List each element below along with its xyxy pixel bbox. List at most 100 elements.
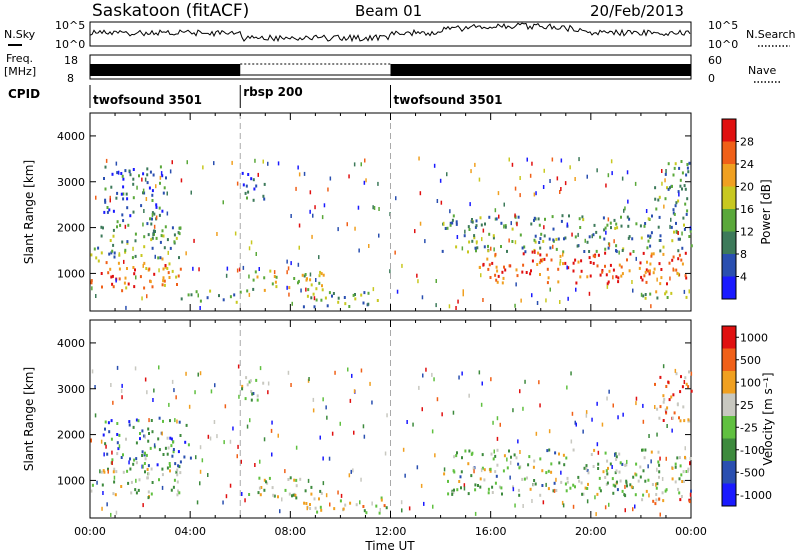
echo-cell xyxy=(457,299,459,304)
echo-cell xyxy=(534,240,537,244)
echo-cell xyxy=(519,450,521,454)
echo-cell xyxy=(207,434,210,439)
echo-cell xyxy=(685,212,688,216)
y-tick-label: 1000 xyxy=(57,474,85,487)
x-tick-label: 16:00 xyxy=(475,525,507,538)
echo-cell xyxy=(663,204,665,209)
echo-cell xyxy=(169,169,172,174)
echo-cell xyxy=(151,236,154,240)
echo-cell xyxy=(685,295,688,299)
echo-cell xyxy=(110,275,113,279)
echo-cell xyxy=(626,459,628,464)
echo-cell xyxy=(588,291,591,296)
echo-cell xyxy=(681,262,684,266)
echo-cell xyxy=(677,272,680,277)
echo-cell xyxy=(642,294,645,298)
echo-cell xyxy=(523,245,526,249)
echo-cell xyxy=(294,493,297,497)
echo-cell xyxy=(164,265,167,269)
echo-cell xyxy=(472,466,475,470)
echo-cell xyxy=(608,389,610,394)
echo-cell xyxy=(132,182,135,186)
echo-cell xyxy=(496,448,499,452)
echo-cell xyxy=(333,507,336,511)
echo-cell xyxy=(315,278,317,282)
echo-cell xyxy=(314,506,317,510)
echo-cell xyxy=(622,247,625,251)
echo-cell xyxy=(495,217,498,221)
echo-cell xyxy=(679,464,682,468)
echo-cell xyxy=(91,483,94,487)
echo-cell xyxy=(456,451,458,455)
echo-cell xyxy=(326,304,329,308)
echo-cell xyxy=(625,463,628,467)
echo-cell xyxy=(151,213,154,217)
echo-cell xyxy=(560,158,563,163)
echo-cell xyxy=(634,181,637,186)
echo-cell xyxy=(648,272,651,276)
echo-cell xyxy=(575,281,578,285)
echo-cell xyxy=(236,454,238,459)
echo-cell xyxy=(628,235,631,239)
echo-cell xyxy=(401,508,403,513)
echo-cell xyxy=(248,493,251,496)
echo-cell xyxy=(531,250,534,254)
echo-cell xyxy=(277,161,280,166)
echo-cell xyxy=(575,287,577,292)
echo-cell xyxy=(671,466,674,470)
nsearch-label: N.Search xyxy=(746,28,796,41)
echo-cell xyxy=(443,467,446,472)
echo-cell xyxy=(557,237,560,241)
echo-cell xyxy=(155,215,158,220)
echo-cell xyxy=(337,227,339,232)
echo-cell xyxy=(293,277,296,280)
echo-cell xyxy=(119,223,122,227)
echo-cell xyxy=(319,489,322,493)
echo-cell xyxy=(679,390,682,394)
echo-cell xyxy=(277,495,279,499)
echo-cell xyxy=(618,250,620,255)
echo-cell xyxy=(658,475,660,479)
echo-cell xyxy=(237,444,239,449)
echo-cell xyxy=(161,209,164,213)
echo-cell xyxy=(344,302,347,306)
echo-cell xyxy=(298,245,300,250)
echo-cell xyxy=(163,186,166,190)
echo-cell xyxy=(360,477,362,482)
echo-cell xyxy=(652,271,655,275)
echo-cell xyxy=(100,439,103,444)
echo-cell xyxy=(674,368,677,373)
echo-cell xyxy=(540,259,543,263)
echo-cell xyxy=(656,277,658,282)
echo-cell xyxy=(683,419,686,423)
echo-cell xyxy=(107,271,110,275)
echo-cell xyxy=(456,235,459,239)
echo-cell xyxy=(229,439,232,444)
power-colorbar-label: Power [dB] xyxy=(759,179,773,244)
echo-cell xyxy=(105,261,108,265)
x-tick-label: 12:00 xyxy=(375,525,407,538)
echo-cell xyxy=(480,468,483,473)
echo-cell xyxy=(619,479,622,483)
echo-cell xyxy=(529,487,532,491)
echo-cell xyxy=(148,418,150,423)
echo-cell xyxy=(539,493,542,497)
echo-cell xyxy=(679,184,682,188)
echo-cell xyxy=(305,278,308,282)
echo-cell xyxy=(318,274,321,278)
echo-cell xyxy=(241,387,244,391)
echo-cell xyxy=(402,447,405,452)
echo-cell xyxy=(597,253,600,257)
echo-cell xyxy=(144,470,146,474)
echo-cell xyxy=(207,473,209,477)
echo-cell xyxy=(537,217,540,221)
echo-cell xyxy=(470,452,473,456)
echo-cell xyxy=(222,298,225,302)
echo-cell xyxy=(642,469,645,473)
echo-cell xyxy=(104,198,107,202)
echo-cell xyxy=(609,263,612,267)
echo-cell xyxy=(677,402,679,407)
echo-cell xyxy=(615,249,617,253)
echo-cell xyxy=(656,407,659,411)
